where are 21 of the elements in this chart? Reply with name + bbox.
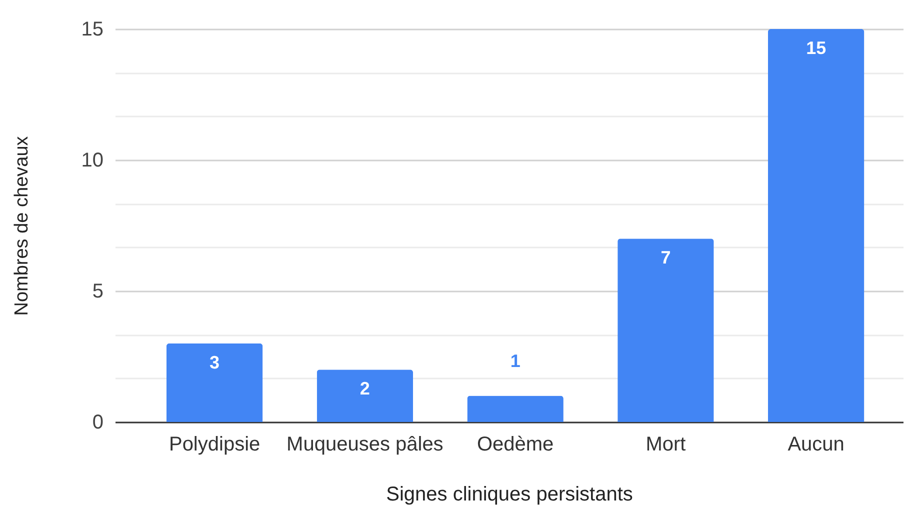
- x-tick-label: Polydipsie: [168, 434, 260, 456]
- x-axis-title: Signes cliniques persistants: [386, 484, 633, 506]
- y-tick-label: 10: [81, 150, 104, 172]
- bar: [467, 396, 564, 422]
- x-tick-label: Mort: [646, 434, 686, 456]
- y-tick-label: 15: [81, 18, 104, 40]
- x-tick-label: Aucun: [788, 434, 844, 456]
- data-label: 7: [660, 248, 671, 268]
- x-tick-label: Muqueuses pâles: [286, 434, 444, 456]
- data-label: 15: [806, 38, 826, 58]
- bar: [618, 238, 714, 422]
- bar: [316, 370, 414, 422]
- data-label: 3: [210, 352, 220, 372]
- y-axis-title: Nombres de chevaux: [11, 136, 32, 316]
- x-tick-label: Oedème: [476, 434, 554, 456]
- bar: [166, 343, 263, 422]
- data-label: 1: [510, 350, 520, 371]
- data-label: 2: [360, 378, 370, 399]
- bar: [768, 29, 864, 422]
- y-tick-label: 5: [92, 280, 104, 302]
- y-tick-label: 0: [92, 412, 104, 434]
